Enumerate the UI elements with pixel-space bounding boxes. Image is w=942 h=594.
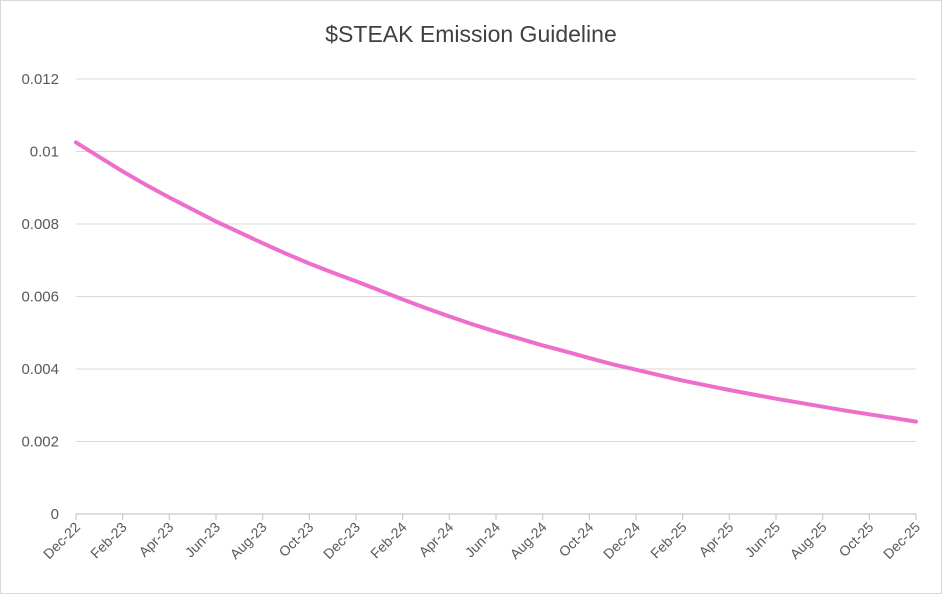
x-tick-label: Aug-24 <box>507 519 550 562</box>
x-tick-label: Jun-24 <box>462 519 504 561</box>
x-tick-label: Oct-24 <box>555 519 596 560</box>
x-tick-label: Dec-24 <box>600 519 643 562</box>
x-tick-label: Jun-25 <box>742 519 784 561</box>
x-tick-labels: Dec-22 Feb-23 Apr-23 Jun-23 Aug-23 Oct-23 Dec-… <box>40 519 923 562</box>
y-tick-label: 0.012 <box>21 71 59 88</box>
x-tick-label: Apr-25 <box>695 519 736 560</box>
x-tick-label: Aug-23 <box>227 519 270 562</box>
series-layer <box>74 140 918 424</box>
x-tick-label: Aug-25 <box>787 519 830 562</box>
x-tick-label: Oct-23 <box>275 519 316 560</box>
gridlines <box>76 78 916 442</box>
x-tick-label: Feb-25 <box>647 519 690 562</box>
x-tick-label: Jun-23 <box>182 519 224 561</box>
x-tick-label: Feb-24 <box>367 519 410 562</box>
x-tick-label: Oct-25 <box>835 519 876 560</box>
x-axis <box>75 513 917 520</box>
x-tick-label: Dec-22 <box>40 519 83 562</box>
y-tick-label: 0.002 <box>21 434 59 451</box>
y-axis: 0 0.002 0.004 0.006 0.008 0.01 0.012 <box>21 71 59 523</box>
y-tick-label: 0.006 <box>21 289 59 306</box>
x-tick-label: Feb-23 <box>87 519 130 562</box>
series-line <box>74 140 918 424</box>
chart-title: $STEAK Emission Guideline <box>325 21 617 47</box>
y-tick-label: 0.008 <box>21 216 59 233</box>
y-tick-label: 0.01 <box>30 144 59 161</box>
x-tick-label: Dec-25 <box>880 519 923 562</box>
x-tick-label: Dec-23 <box>320 519 363 562</box>
x-tick-label: Apr-23 <box>135 519 176 560</box>
y-tick-label: 0 <box>51 506 59 523</box>
x-tick-label: Apr-24 <box>415 519 456 560</box>
y-tick-label: 0.004 <box>21 361 59 378</box>
